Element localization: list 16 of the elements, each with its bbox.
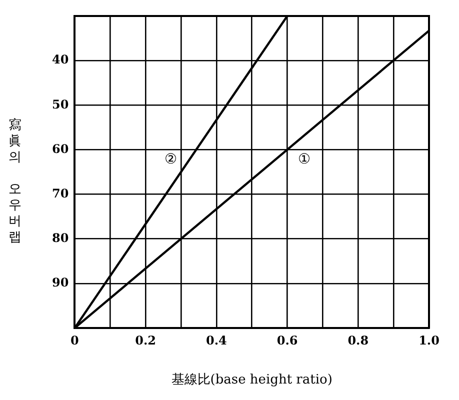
x-tick-label: 0.4: [206, 333, 227, 348]
series-label: ②: [164, 151, 178, 168]
y-tick-label: 70: [52, 186, 69, 200]
y-tick-label: 40: [52, 52, 69, 67]
y-tick-label: 60: [52, 142, 69, 156]
series-label: ①: [298, 151, 311, 168]
x-axis-title: 基線比(base height ratio): [171, 372, 332, 388]
x-tick-label: 1.0: [418, 333, 440, 348]
x-tick-label: 0: [70, 333, 79, 348]
x-tick-label: 0.8: [348, 333, 369, 348]
text: 寫眞의 오우버랩: [8, 118, 22, 245]
x-tick-label: 0.6: [276, 333, 298, 348]
y-tick-label: 80: [52, 230, 69, 245]
x-tick-label: 0.2: [135, 333, 156, 348]
y-tick-label: 90: [52, 276, 69, 290]
y-tick-label: 50: [52, 97, 69, 112]
